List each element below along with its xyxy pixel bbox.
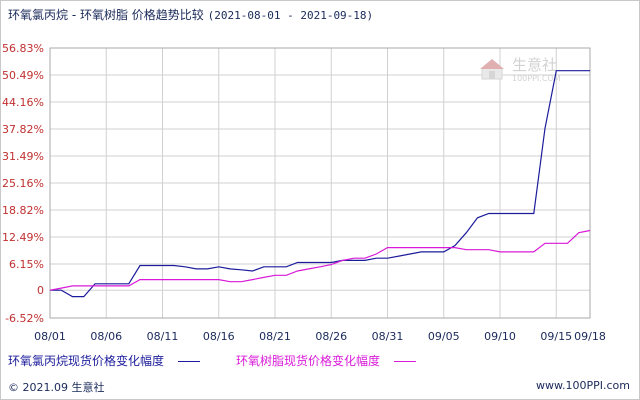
x-tick-label: 08/11 [147,330,179,343]
series-line-2 [49,229,591,291]
x-tick-label: 09/15 [540,330,572,343]
chart-title-range: (2021-08-01 - 2021-09-18) [207,9,374,22]
x-tick-label: 08/31 [372,330,404,343]
legend-item-series1: 环氧氯丙烷现货价格变化幅度 [8,352,200,369]
y-tick-label: 0 [37,284,44,297]
y-tick-label: 12.49% [2,231,44,244]
y-tick-label: 44.16% [2,96,44,109]
series-line-1 [50,70,590,298]
x-tick-label: 08/16 [203,330,235,343]
watermark-url: 100PPI.COM [512,74,561,83]
y-tick-label: 6.15% [9,258,44,271]
chart-title: 环氧氯丙烷 - 环氧树脂 价格趋势比较 (2021-08-01 - 2021-0… [8,6,373,23]
x-tick-labels: 08/01 08/06 08/11 08/16 08/21 08/26 08/31 09/05… [34,330,606,343]
legend-label-series1: 环氧氯丙烷现货价格变化幅度 [8,354,165,368]
chart-title-main: 环氧氯丙烷 - 环氧树脂 价格趋势比较 [8,8,204,22]
axes [49,47,591,319]
x-tick-label: 08/26 [315,330,347,343]
x-tick-label: 09/05 [428,330,460,343]
x-tick-label: 08/06 [90,330,122,343]
series-lines [49,70,591,298]
watermark: 生意社 100PPI.COM [480,56,561,83]
x-tick-label: 09/10 [484,330,516,343]
grid-lines [49,47,591,319]
legend-swatch-series1 [177,361,200,362]
y-tick-label: 18.82% [2,204,44,217]
y-tick-label: 31.49% [2,150,44,163]
watermark-text: 生意社 [512,56,557,74]
legend-label-series2: 环氧树脂现货价格变化幅度 [236,354,381,368]
legend-swatch-series2 [393,361,416,362]
legend-item-series2: 环氧树脂现货价格变化幅度 [236,352,416,369]
y-tick-labels: 56.83% 50.49% 44.16% 37.82% 31.49% 25.16% 18.8… [2,42,44,325]
y-tick-label: -6.52% [5,312,44,325]
y-tick-label: 25.16% [2,177,44,190]
y-tick-label: 56.83% [2,42,44,55]
y-tick-label: 50.49% [2,69,44,82]
y-tick-label: 37.82% [2,123,44,136]
site-url-link[interactable]: www.100PPI.com [536,379,630,392]
watermark-logo-icon [480,59,504,80]
x-tick-label: 08/21 [259,330,291,343]
copyright-text: © 2021.09 生意社 [8,381,105,394]
x-tick-label: 08/01 [34,330,66,343]
x-tick-label: 09/18 [574,330,606,343]
plot-area-border [49,47,591,319]
